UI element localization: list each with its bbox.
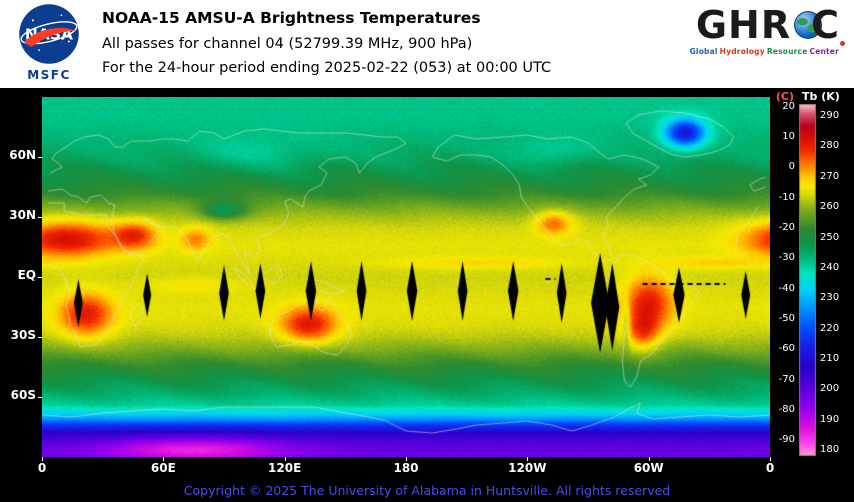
- colorbar-kelvin-tick-label: 290: [820, 110, 840, 122]
- brightness-temperature-map: [42, 97, 770, 457]
- title-block: NOAA-15 AMSU-A Brightness Temperatures A…: [102, 9, 689, 84]
- axis-tick: [42, 457, 43, 461]
- y-tick-label: 30N: [9, 208, 36, 222]
- axis-tick: [163, 457, 165, 461]
- axis-tick: [406, 457, 407, 461]
- y-tick-label: 30S: [10, 328, 36, 342]
- ghrc-tagline-word: Hydrology: [719, 47, 765, 56]
- y-tick-label: 60N: [9, 148, 36, 162]
- nasa-logo: NASA MSFC: [12, 3, 86, 82]
- colorbar-kelvin-tick-label: 230: [820, 292, 840, 304]
- colorbar-title-celsius: (C): [775, 90, 794, 103]
- axis-tick: [770, 457, 771, 461]
- colorbar-celsius-tick-label: -70: [778, 373, 795, 385]
- colorbar-celsius-tick-label: 20: [782, 100, 795, 112]
- colorbar-kelvin-tick-label: 210: [820, 352, 840, 364]
- ghrc-wordmark: GHR C: [689, 3, 845, 47]
- map-panel: (C) Tb (K) 0 60E 120E 180 120W 60W 0 60N 30N EQ 30…: [0, 88, 854, 502]
- ghrc-letters-ghr: GHR: [695, 3, 792, 47]
- msfc-label: MSFC: [27, 68, 71, 82]
- ghrc-red-dot-icon: [840, 41, 845, 46]
- colorbar-celsius-tick-label: -50: [778, 312, 795, 324]
- x-tick-label: 0: [765, 461, 775, 475]
- period-line: For the 24-hour period ending 2025-02-22…: [102, 60, 552, 76]
- colorbar-celsius-tick-label: -20: [778, 221, 795, 233]
- colorbar-celsius-tick-label: -90: [778, 434, 795, 446]
- colorbar-kelvin-tick-label: 220: [820, 322, 840, 334]
- x-tick-label: 0: [37, 461, 47, 475]
- axis-tick: [38, 217, 42, 218]
- x-tick-label: 180: [393, 461, 419, 475]
- channel-subtitle: All passes for channel 04 (52799.39 MHz,…: [102, 36, 473, 52]
- colorbar-celsius-tick-label: -10: [778, 191, 795, 203]
- ghrc-logo: GHR C Global Hydrology Resource Center: [689, 3, 845, 56]
- axis-tick: [38, 277, 42, 278]
- colorbar-celsius-tick-label: -30: [778, 252, 795, 264]
- colorbar-celsius-tick-label: -80: [778, 404, 795, 416]
- ghrc-tagline-word: Resource: [766, 47, 808, 56]
- x-tick-label: 120W: [508, 461, 547, 475]
- colorbar-kelvin-tick-label: 180: [820, 443, 840, 455]
- x-tick-label: 120E: [268, 461, 302, 475]
- colorbar-kelvin-tick-label: 260: [820, 201, 840, 213]
- colorbar-kelvin-tick-label: 240: [820, 261, 840, 273]
- colorbar-kelvin-tick-label: 200: [820, 383, 840, 395]
- header: NASA MSFC NOAA-15 AMSU-A Brightness Temp…: [0, 0, 854, 88]
- y-tick-label: EQ: [17, 268, 36, 282]
- colorbar-kelvin-tick-label: 190: [820, 413, 840, 425]
- ghrc-tagline: Global Hydrology Resource Center: [689, 47, 840, 56]
- globe-icon: [794, 11, 823, 39]
- colorbar-kelvin-tick-label: 270: [820, 170, 840, 182]
- y-tick-label: 60S: [10, 388, 36, 402]
- axis-tick: [527, 457, 529, 461]
- colorbar-celsius-tick-label: 10: [782, 130, 795, 142]
- colorbar-celsius-tick-label: 0: [788, 161, 795, 173]
- page-title: NOAA-15 AMSU-A Brightness Temperatures: [102, 9, 481, 27]
- colorbar-celsius-tick-label: -60: [778, 343, 795, 355]
- axis-tick: [38, 337, 42, 338]
- colorbar-celsius-tick-label: -40: [778, 282, 795, 294]
- axis-tick: [648, 457, 650, 461]
- axis-tick: [38, 157, 42, 158]
- colorbar-title-kelvin: Tb (K): [802, 90, 840, 103]
- ghrc-letter-c: C: [811, 3, 840, 47]
- colorbar-kelvin-tick-label: 250: [820, 231, 840, 243]
- x-tick-label: 60W: [633, 461, 664, 475]
- ghrc-tagline-word: Global: [689, 47, 718, 56]
- axis-tick: [38, 397, 42, 398]
- axis-tick: [284, 457, 286, 461]
- x-tick-label: 60E: [150, 461, 176, 475]
- footer-copyright: Copyright © 2025 The University of Alaba…: [183, 483, 671, 498]
- colorbar-kelvin-tick-label: 280: [820, 140, 840, 152]
- ghrc-tagline-word: Center: [809, 47, 839, 56]
- colorbar: [799, 104, 816, 456]
- nasa-insignia-icon: NASA: [19, 4, 79, 64]
